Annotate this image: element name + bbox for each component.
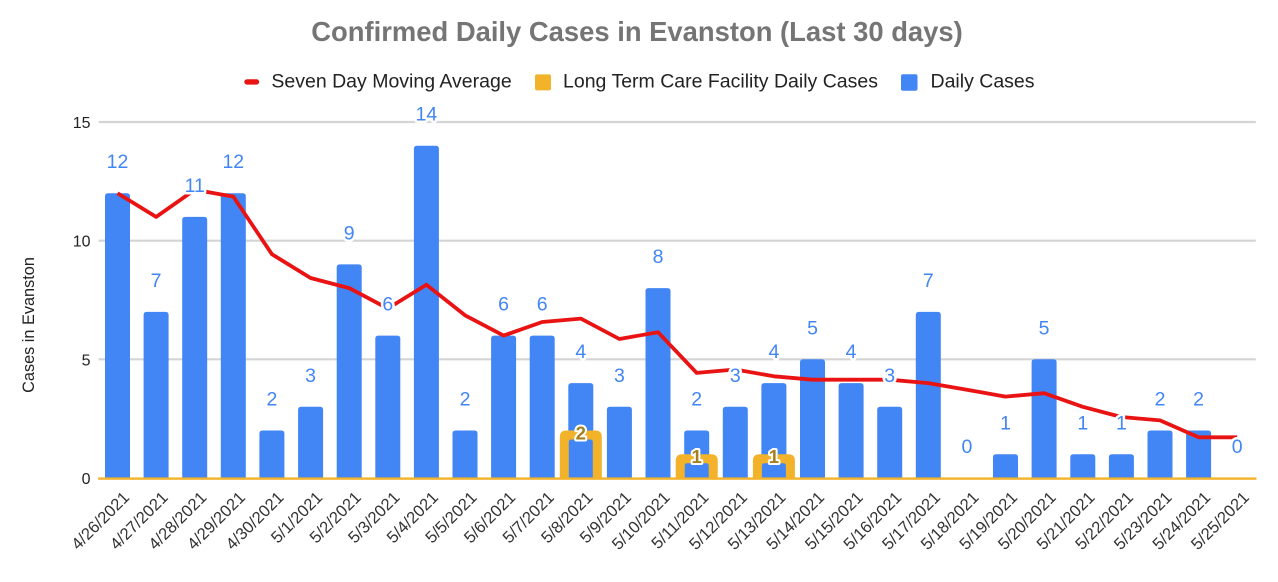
svg-text:2: 2 [460, 389, 471, 411]
svg-text:5: 5 [807, 317, 818, 339]
svg-text:6: 6 [382, 294, 393, 316]
svg-text:2: 2 [266, 389, 277, 411]
svg-text:12: 12 [107, 151, 129, 173]
svg-text:1: 1 [692, 446, 702, 467]
svg-text:14: 14 [416, 104, 438, 126]
svg-text:8: 8 [653, 246, 664, 268]
svg-text:0: 0 [82, 471, 91, 488]
svg-text:Seven Day Moving Average: Seven Day Moving Average [271, 70, 511, 92]
svg-text:3: 3 [614, 365, 625, 387]
svg-text:0: 0 [1232, 436, 1243, 458]
svg-text:Confirmed Daily Cases in Evans: Confirmed Daily Cases in Evanston (Last … [311, 16, 963, 47]
svg-text:11: 11 [185, 175, 205, 197]
svg-text:1: 1 [1000, 412, 1011, 434]
svg-text:3: 3 [305, 365, 316, 387]
svg-text:3: 3 [730, 365, 741, 387]
svg-text:0: 0 [961, 436, 972, 458]
svg-text:15: 15 [73, 115, 91, 132]
svg-text:2: 2 [1193, 389, 1204, 411]
svg-text:6: 6 [498, 294, 509, 316]
svg-text:2: 2 [576, 422, 586, 443]
svg-text:5: 5 [82, 352, 91, 369]
svg-text:10: 10 [73, 234, 91, 251]
svg-text:Long Term Care Facility Daily: Long Term Care Facility Daily Cases [563, 70, 878, 92]
svg-text:2: 2 [1155, 389, 1166, 411]
svg-text:12: 12 [222, 151, 244, 173]
svg-text:2: 2 [691, 389, 702, 411]
svg-text:4: 4 [768, 341, 779, 363]
svg-text:4: 4 [575, 341, 586, 363]
svg-text:4: 4 [846, 341, 857, 363]
svg-text:7: 7 [923, 270, 934, 292]
svg-text:6: 6 [537, 294, 548, 316]
svg-text:5: 5 [1039, 317, 1050, 339]
svg-text:3: 3 [884, 365, 895, 387]
svg-text:Cases in Evanston: Cases in Evanston [20, 257, 38, 393]
svg-text:1: 1 [1116, 412, 1127, 434]
svg-text:7: 7 [151, 270, 162, 292]
svg-text:Daily Cases: Daily Cases [931, 70, 1035, 92]
svg-text:1: 1 [769, 446, 779, 467]
svg-text:1: 1 [1077, 412, 1088, 434]
svg-text:9: 9 [344, 222, 355, 244]
